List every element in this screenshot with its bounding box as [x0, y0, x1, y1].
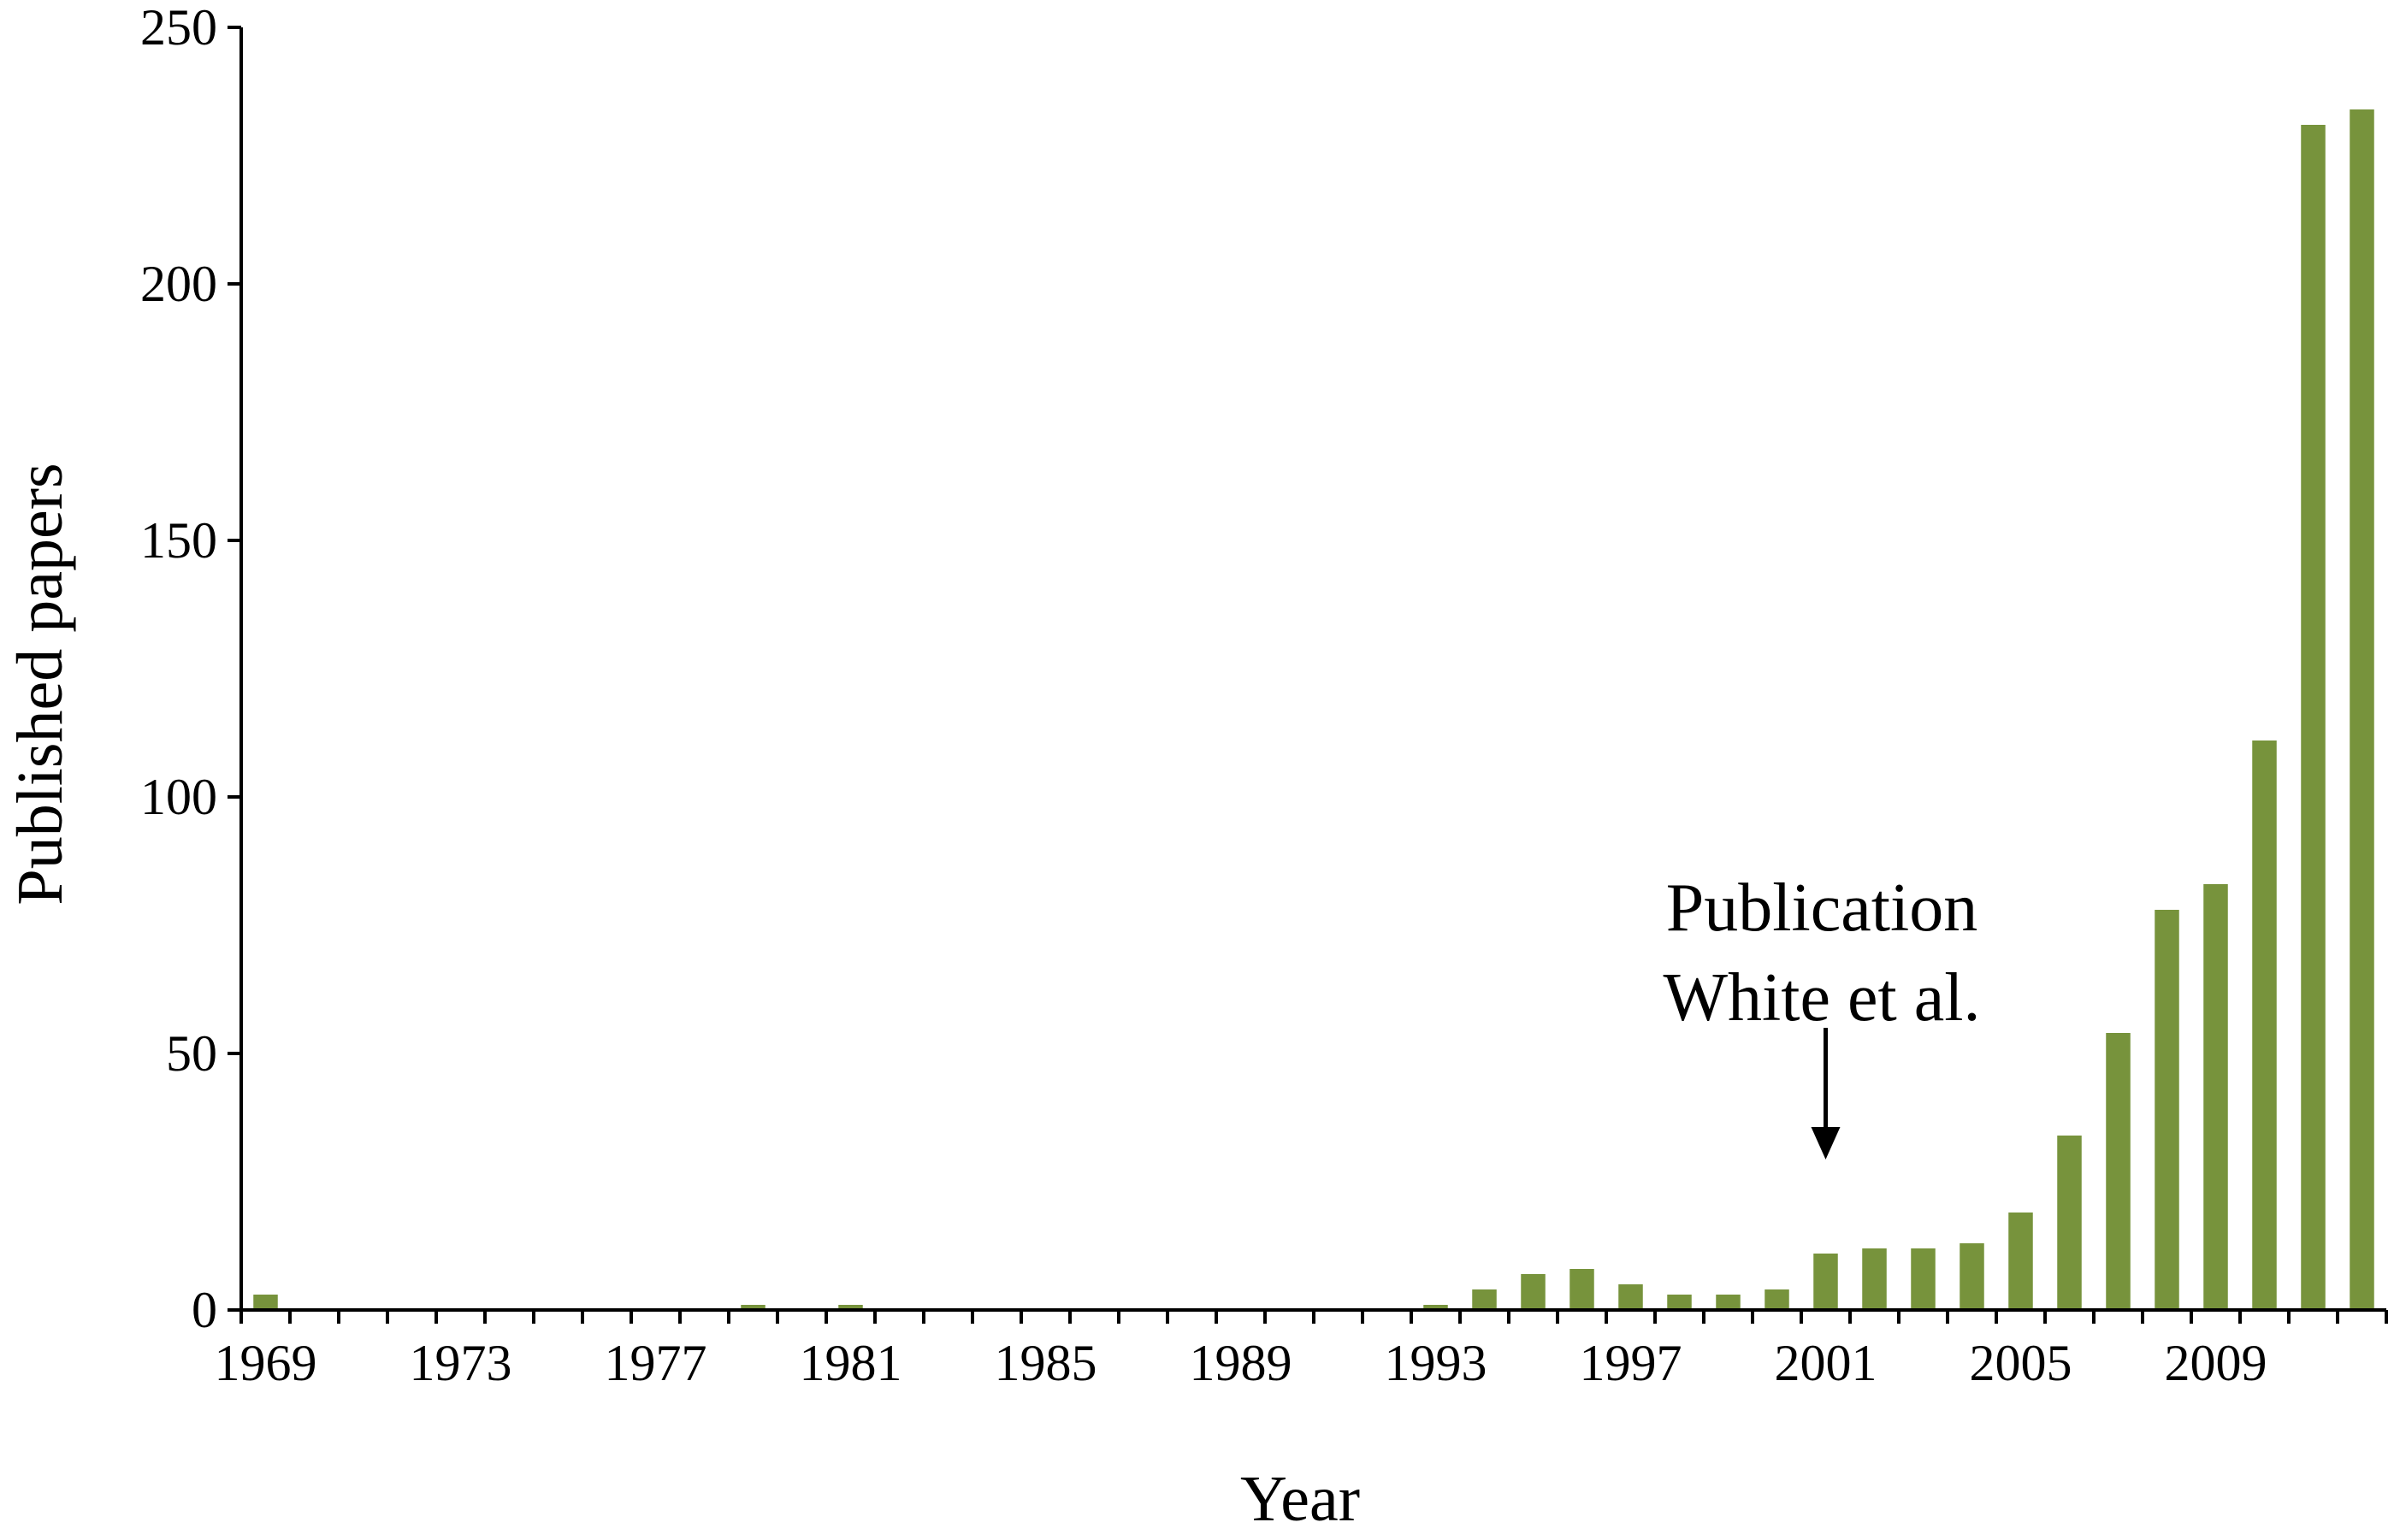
x-tick-label-1993: 1993: [1385, 1335, 1487, 1391]
bar-1969: [253, 1295, 278, 1310]
x-tick-label-1977: 1977: [605, 1335, 707, 1391]
x-tick-label-2009: 2009: [2165, 1335, 2267, 1391]
x-tick-label-1973: 1973: [410, 1335, 512, 1391]
y-tick-label-50: 50: [166, 1025, 217, 1082]
bar-1997: [1618, 1284, 1643, 1310]
bar-2008: [2155, 910, 2179, 1310]
x-tick-label-1985: 1985: [995, 1335, 1097, 1391]
x-tick-label-2005: 2005: [1970, 1335, 2072, 1391]
bar-1993: [1423, 1305, 1448, 1310]
y-tick-label-100: 100: [140, 769, 217, 825]
bar-1996: [1569, 1269, 1594, 1310]
x-axis-title: Year: [1240, 1463, 1360, 1535]
y-tick-label-250: 250: [140, 0, 217, 56]
bar-2005: [2008, 1213, 2033, 1310]
bar-2012: [2350, 109, 2374, 1310]
bar-2001: [1813, 1254, 1838, 1310]
bar-2004: [1960, 1243, 1984, 1310]
bar-2010: [2252, 740, 2277, 1310]
y-axis-title: Published papers: [4, 463, 76, 905]
bar-2000: [1765, 1289, 1789, 1310]
bar-1998: [1667, 1295, 1692, 1310]
bar-2009: [2203, 884, 2228, 1310]
annotation-line-1: Publication: [1666, 870, 1977, 946]
x-tick-label-1989: 1989: [1190, 1335, 1292, 1391]
x-tick-label-1997: 1997: [1580, 1335, 1682, 1391]
y-tick-label-200: 200: [140, 256, 217, 312]
bar-1995: [1521, 1274, 1546, 1310]
annotation-arrow-head: [1811, 1127, 1841, 1159]
bar-1979: [741, 1305, 766, 1310]
x-tick-label-2001: 2001: [1775, 1335, 1877, 1391]
y-tick-label-150: 150: [140, 512, 217, 569]
bar-1981: [838, 1305, 863, 1310]
axes-group: [239, 27, 2386, 1312]
bar-2007: [2106, 1033, 2131, 1310]
bar-2006: [2057, 1136, 2082, 1310]
x-ticks-group: 1969 1973 1977 1981 1985 1989 1993 1997 2001 2005…: [215, 1310, 2388, 1391]
x-tick-label-1969: 1969: [215, 1335, 317, 1391]
y-ticks-group: 0 50 100 150 200 250: [140, 0, 241, 1338]
bar-1999: [1716, 1295, 1741, 1310]
bars-group: [253, 109, 2374, 1310]
y-tick-label-0: 0: [192, 1282, 217, 1338]
annotation-group: Publication White et al.: [1664, 870, 1981, 1159]
bar-2003: [1911, 1248, 1936, 1310]
x-tick-label-1981: 1981: [800, 1335, 902, 1391]
annotation-line-2: White et al.: [1664, 960, 1981, 1036]
bar-2011: [2301, 125, 2326, 1310]
bar-2002: [1862, 1248, 1887, 1310]
bar-1994: [1472, 1289, 1497, 1310]
